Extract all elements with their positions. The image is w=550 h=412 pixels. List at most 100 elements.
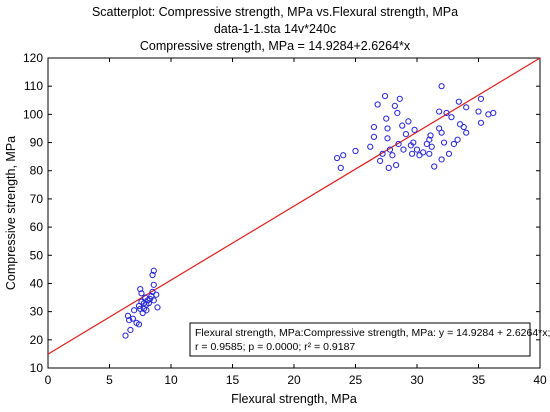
data-point bbox=[127, 326, 134, 334]
data-point bbox=[383, 115, 390, 122]
data-points bbox=[122, 83, 497, 339]
x-tick-label: 30 bbox=[410, 373, 424, 387]
y-tick-label: 50 bbox=[30, 248, 44, 262]
data-point bbox=[431, 163, 438, 170]
data-point bbox=[137, 285, 144, 293]
y-tick-label: 60 bbox=[30, 220, 44, 234]
chart-subtitle: data-1-1.sta 14v*240c bbox=[213, 22, 337, 36]
data-point bbox=[352, 147, 359, 155]
data-point bbox=[333, 154, 341, 162]
data-point bbox=[410, 139, 417, 146]
x-tick-label: 25 bbox=[349, 373, 363, 387]
y-tick-label: 100 bbox=[23, 107, 43, 121]
data-point bbox=[150, 267, 157, 274]
data-point bbox=[384, 135, 391, 142]
x-tick-label: 35 bbox=[472, 373, 486, 387]
data-point bbox=[426, 136, 433, 143]
data-point bbox=[450, 140, 457, 148]
data-point bbox=[337, 164, 344, 172]
y-axis-title: Compressive strength, MPa bbox=[4, 136, 18, 290]
data-point bbox=[440, 139, 448, 146]
data-point bbox=[135, 321, 143, 328]
x-tick-label: 40 bbox=[533, 373, 547, 387]
y-tick-label: 30 bbox=[30, 305, 44, 319]
data-point bbox=[394, 109, 401, 117]
legend-line-1: Flexural strength, MPa:Compressive stren… bbox=[195, 327, 550, 339]
regression-line bbox=[47, 57, 541, 355]
data-point bbox=[427, 132, 434, 139]
data-point bbox=[490, 109, 497, 117]
data-point bbox=[129, 315, 136, 322]
data-point bbox=[455, 98, 462, 105]
data-point bbox=[448, 114, 455, 121]
data-point bbox=[124, 312, 132, 319]
fit-line-group bbox=[47, 57, 541, 355]
data-point bbox=[144, 297, 151, 304]
data-point bbox=[405, 118, 412, 125]
data-point bbox=[463, 129, 470, 136]
data-point bbox=[408, 150, 416, 157]
data-point bbox=[154, 304, 161, 311]
y-tick-label: 90 bbox=[30, 136, 44, 150]
data-point bbox=[126, 316, 133, 324]
y-tick-label: 40 bbox=[30, 276, 44, 290]
data-point bbox=[379, 150, 386, 157]
data-point bbox=[436, 108, 443, 115]
data-point bbox=[411, 126, 418, 133]
y-tick-label: 120 bbox=[23, 51, 43, 65]
x-tick-label: 0 bbox=[45, 373, 52, 387]
data-point bbox=[475, 108, 482, 115]
data-point bbox=[381, 92, 389, 100]
data-point bbox=[438, 83, 445, 90]
legend-box bbox=[189, 322, 531, 357]
data-point bbox=[443, 109, 450, 117]
data-point bbox=[150, 281, 157, 288]
data-point bbox=[477, 119, 485, 126]
chart-title: Scatterplot: Compressive strength, MPa v… bbox=[91, 5, 459, 19]
data-point bbox=[340, 152, 347, 159]
data-point bbox=[374, 101, 381, 108]
x-axis-ticks: 0 5 10 15 20 25 30 35 40 bbox=[45, 58, 547, 387]
chart-equation: Compressive strength, MPa = 14.9284+2.62… bbox=[139, 39, 411, 53]
y-tick-label: 20 bbox=[30, 333, 44, 347]
x-tick-label: 5 bbox=[106, 373, 113, 387]
data-point bbox=[138, 290, 145, 297]
data-point bbox=[402, 130, 410, 138]
x-axis-title: Flexural strength, MPa bbox=[231, 392, 357, 406]
data-point bbox=[367, 143, 374, 150]
data-point bbox=[438, 156, 445, 163]
chart-titles: Scatterplot: Compressive strength, MPa v… bbox=[0, 4, 550, 55]
data-point bbox=[420, 149, 427, 156]
x-tick-label: 10 bbox=[164, 373, 178, 387]
x-tick-label: 20 bbox=[287, 373, 301, 387]
data-point bbox=[385, 164, 392, 172]
data-point bbox=[377, 157, 384, 164]
data-point bbox=[426, 150, 433, 157]
y-tick-label: 110 bbox=[24, 79, 43, 93]
data-point bbox=[131, 307, 138, 314]
data-point bbox=[396, 95, 403, 102]
data-point bbox=[370, 133, 378, 141]
data-point bbox=[384, 125, 391, 132]
data-point bbox=[477, 95, 485, 102]
data-point bbox=[413, 146, 421, 153]
x-tick-label: 15 bbox=[226, 373, 240, 387]
data-point bbox=[485, 111, 492, 118]
data-point bbox=[389, 152, 396, 159]
data-point bbox=[454, 136, 461, 143]
data-point bbox=[370, 123, 378, 131]
data-point bbox=[149, 271, 156, 279]
data-point bbox=[150, 297, 157, 304]
legend-line-2: r = 0.9585; p = 0.0000; r² = 0.9187 bbox=[195, 341, 355, 353]
data-point bbox=[395, 140, 402, 148]
data-point bbox=[391, 102, 398, 110]
data-point bbox=[463, 104, 470, 111]
data-point bbox=[122, 332, 129, 339]
data-point bbox=[400, 146, 407, 153]
data-point bbox=[445, 150, 453, 157]
regression-legend: Flexural strength, MPa:Compressive stren… bbox=[189, 322, 550, 357]
data-point bbox=[460, 123, 467, 131]
data-point bbox=[392, 161, 400, 169]
data-point bbox=[145, 300, 152, 307]
